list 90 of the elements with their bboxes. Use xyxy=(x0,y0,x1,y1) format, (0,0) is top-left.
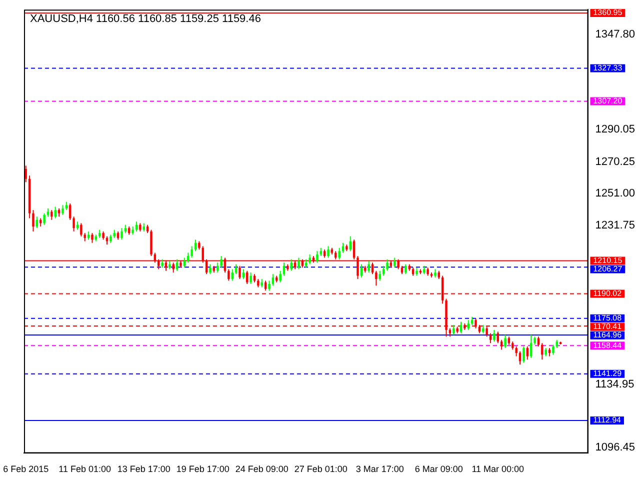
candlestick xyxy=(467,320,470,330)
candlestick xyxy=(231,268,234,282)
chart-title: XAUUSD,H4 1160.56 1160.85 1159.25 1159.46 xyxy=(30,13,261,26)
candlestick xyxy=(272,274,274,286)
y-tick-label: 1251.00 xyxy=(595,188,636,200)
x-tick-label: 6 Feb 2015 xyxy=(3,464,49,474)
ref-line-label: 1206.27 xyxy=(593,264,623,274)
candlestick xyxy=(338,247,340,260)
candlestick xyxy=(530,334,532,358)
candlestick xyxy=(526,346,528,360)
y-tick-label: 1134.95 xyxy=(595,378,634,390)
candlestick xyxy=(268,280,270,292)
candlestick xyxy=(80,222,82,237)
candlestick xyxy=(220,256,222,268)
candlestick xyxy=(238,265,241,280)
candlestick xyxy=(246,270,248,284)
ref-line-label: 1170.41 xyxy=(593,322,622,332)
candlestick xyxy=(327,246,330,258)
x-tick-label: 11 Mar 00:00 xyxy=(472,464,524,474)
y-tick-label: 1096.45 xyxy=(595,442,636,454)
candlestick xyxy=(493,329,496,342)
candlestick xyxy=(72,216,75,232)
candlestick xyxy=(190,246,193,258)
x-tick-label: 19 Feb 17:00 xyxy=(176,464,230,474)
x-tick-label: 3 Mar 17:00 xyxy=(356,464,404,474)
ref-line-label: 1112.94 xyxy=(593,416,622,425)
candlestick xyxy=(32,210,34,232)
candlestick xyxy=(36,216,38,229)
candlestick xyxy=(194,239,197,252)
candlestick xyxy=(375,270,378,286)
candlestick xyxy=(135,221,138,232)
ref-line-label: 1141.29 xyxy=(593,369,622,378)
x-tick-label: 27 Feb 01:00 xyxy=(294,464,348,474)
candlestick xyxy=(298,257,300,270)
candlestick xyxy=(360,264,363,278)
candlestick xyxy=(54,206,56,219)
candlestick xyxy=(176,258,178,272)
candlestick xyxy=(209,264,212,275)
candlestick xyxy=(187,252,190,264)
candlestick xyxy=(537,336,540,347)
candlestick xyxy=(500,339,503,350)
y-tick-label: 1231.75 xyxy=(595,219,636,232)
candlestick xyxy=(250,272,252,284)
x-tick-label: 6 Mar 09:00 xyxy=(414,464,463,474)
candlestick xyxy=(386,258,388,272)
candlestick xyxy=(43,212,46,226)
candlestick xyxy=(308,254,311,265)
x-tick-label: 13 Feb 17:00 xyxy=(117,464,170,474)
candlestick xyxy=(228,268,230,282)
candlestick xyxy=(150,229,152,257)
candlestick xyxy=(452,324,455,336)
candlestick xyxy=(378,270,381,282)
candlestick xyxy=(50,210,53,220)
y-tick-label: 1347.80 xyxy=(595,28,636,41)
ref-line-label: 1190.02 xyxy=(593,289,622,298)
x-tick-label: 24 Feb 09:00 xyxy=(235,464,288,474)
candlestick xyxy=(68,202,72,220)
candlestick xyxy=(91,232,94,244)
candlestick xyxy=(522,346,525,364)
ref-line-label: 1327.33 xyxy=(593,63,623,72)
candlestick xyxy=(120,228,123,240)
y-tick-label: 1290.05 xyxy=(595,123,636,136)
candlestick xyxy=(290,258,292,272)
ref-line-label: 1158.44 xyxy=(593,340,622,350)
ref-line-label: 1175.08 xyxy=(593,314,622,323)
candlestick xyxy=(394,257,396,268)
ref-line-label: 1307.20 xyxy=(593,96,623,106)
ref-line-label: 1210.15 xyxy=(593,256,623,265)
candlestick xyxy=(489,332,492,344)
candlestick xyxy=(279,270,282,283)
y-tick-label: 1270.25 xyxy=(595,156,636,168)
candlestick xyxy=(183,257,186,268)
candlestick xyxy=(316,250,318,264)
candlestick xyxy=(460,321,462,334)
candlestick xyxy=(504,334,506,349)
candlestick xyxy=(242,268,245,280)
candlestick xyxy=(515,346,518,357)
candlestick xyxy=(552,344,554,356)
candlestick xyxy=(368,260,370,273)
ref-line-label: 1360.95 xyxy=(593,8,623,18)
candlestick xyxy=(216,262,219,273)
candlestick xyxy=(404,264,407,275)
candlestick xyxy=(382,265,385,276)
candlestick xyxy=(264,280,267,292)
x-tick-label: 11 Feb 01:00 xyxy=(58,464,112,474)
candlestick xyxy=(342,242,344,254)
candlestick xyxy=(24,165,27,183)
candlestick xyxy=(234,264,238,275)
ref-line-label: 1164.96 xyxy=(593,330,622,340)
candlestick xyxy=(62,204,64,216)
